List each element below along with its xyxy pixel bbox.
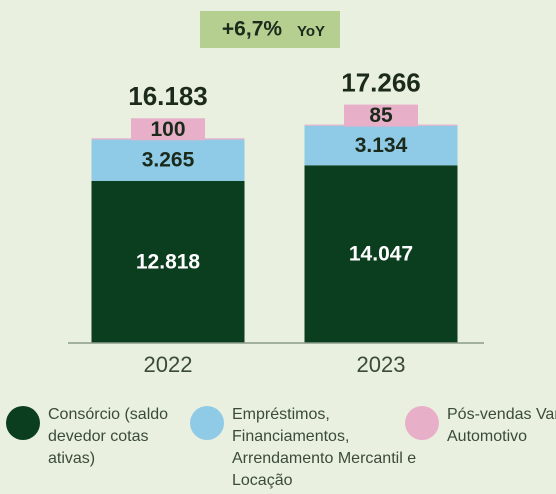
bar-segment [91,180,245,343]
x-tick-label: 2023 [357,352,406,377]
total-label: 16.183 [128,81,208,111]
annotation-suffix: YoY [297,23,325,40]
bar-segment [91,139,245,181]
legend-label: Consórcio (saldo devedor cotas ativas) [48,406,169,467]
value-label: 100 [150,118,185,141]
legend-swatch [6,406,40,440]
bar-segment [304,165,458,343]
legend-swatch [190,406,224,440]
label-box [344,104,418,127]
legend-item: Pós-vendas Varejo Automotivo [405,404,556,448]
chart: +6,7% YoY 12.818 3.265 100 16.183 2022 14.047… [68,11,484,377]
x-tick-label: 2022 [144,352,193,377]
value-label: 3.265 [142,149,195,172]
total-label: 17.266 [341,67,421,97]
legend-label: Empréstimos, Financiamentos, Arrendament… [232,406,417,489]
value-label: 12.818 [136,250,201,273]
value-label: 85 [369,104,393,127]
legend: Consórcio (saldo devedor cotas ativas) Em… [0,400,556,494]
legend-item: Empréstimos, Financiamentos, Arrendament… [190,404,432,492]
legend-label: Pós-vendas Varejo Automotivo [447,406,556,445]
label-box [131,118,205,141]
bar-segment [304,125,458,166]
annotation-box [200,11,340,48]
annotation: +6,7% [222,18,282,41]
value-label: 14.047 [349,243,413,266]
legend-item: Consórcio (saldo devedor cotas ativas) [6,404,198,470]
legend-swatch [405,406,439,440]
value-label: 3.134 [355,134,408,157]
